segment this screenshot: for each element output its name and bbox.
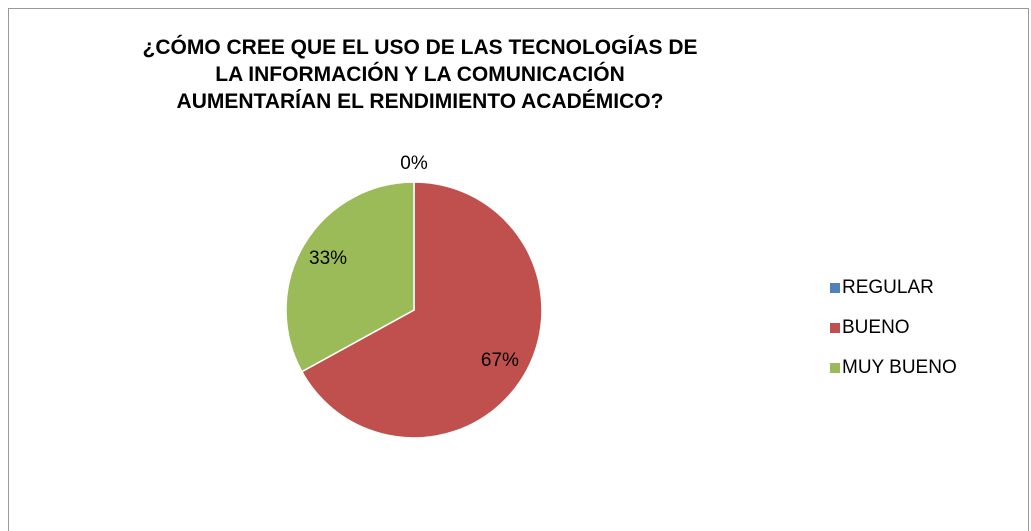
pie-slice	[285, 181, 415, 373]
legend-swatch	[830, 363, 840, 373]
chart-title: ¿CÓMO CREE QUE EL USO DE LAS TECNOLOGÍAS…	[142, 36, 698, 113]
legend-swatch	[830, 323, 840, 333]
data-label: 33%	[309, 248, 347, 269]
data-label: 0%	[400, 153, 428, 174]
legend-swatch	[830, 283, 840, 293]
data-label: 67%	[481, 350, 519, 371]
legend-label: MUY BUENO	[842, 357, 957, 378]
pie-slice	[300, 181, 543, 439]
legend-label: REGULAR	[842, 277, 934, 298]
legend-label: BUENO	[842, 317, 910, 338]
